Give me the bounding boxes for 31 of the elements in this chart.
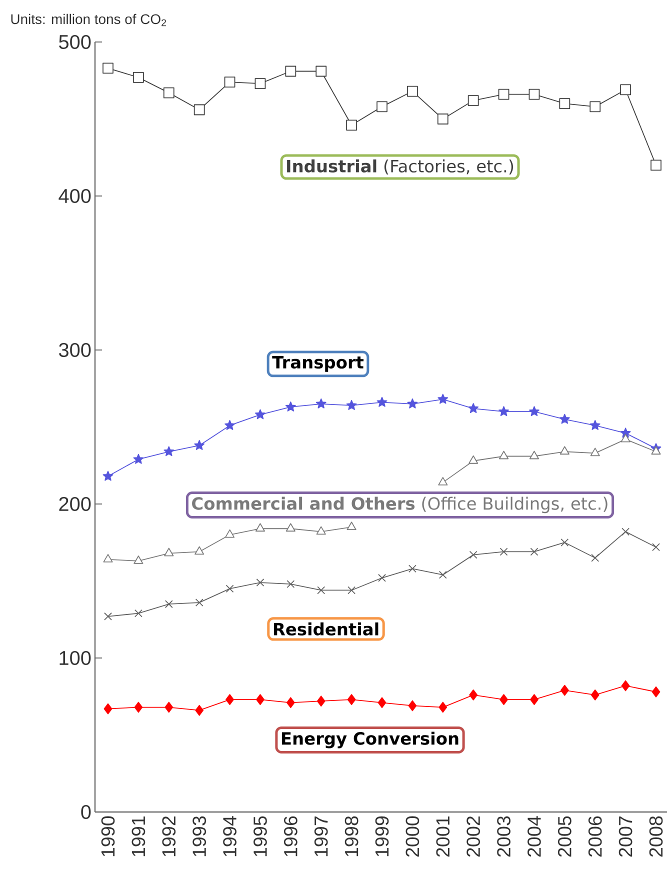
x-tick-label: 1991 <box>132 816 146 856</box>
x-tick-label: 1996 <box>284 816 298 856</box>
y-tick-label: 100 <box>60 650 91 666</box>
x-tick-label: 2000 <box>406 816 420 857</box>
text: Industrial (Factories, etc.) <box>287 159 514 175</box>
y-tick-label: 0 <box>81 804 91 820</box>
text: Commercial and Others (Office Buildings, etc.) <box>192 496 608 514</box>
y-tick-label: 200 <box>59 496 91 512</box>
x-tick-label: 2001 <box>436 816 450 857</box>
text: Residential <box>274 622 378 636</box>
series-label: Transport <box>272 356 364 372</box>
y-tick-label: 300 <box>59 342 91 358</box>
y-axis-title: Units: million tons of CO$_{2}$ <box>11 14 166 26</box>
x-tick-label: 1998 <box>344 816 358 856</box>
series-label: Energy Conversion <box>282 732 458 748</box>
y-tick-label: 500 <box>59 34 91 50</box>
x-tick-label: 1992 <box>162 816 176 856</box>
x-tick-label: 2008 <box>649 816 663 857</box>
x-tick-label: 1993 <box>192 816 206 856</box>
x-tick-label: 1994 <box>223 816 236 856</box>
x-tick-label: 2006 <box>588 816 602 857</box>
x-tick-label: 1990 <box>101 816 115 856</box>
x-tick-label: 2007 <box>618 816 632 857</box>
x-tick-label: 1997 <box>314 816 328 856</box>
x-tick-label: 2005 <box>558 816 572 857</box>
y-tick-label: 400 <box>58 188 91 204</box>
x-tick-label: 2002 <box>466 816 480 857</box>
x-tick-label: 2003 <box>497 816 510 857</box>
x-tick-label: 1999 <box>375 816 389 856</box>
x-tick-label: 2004 <box>528 816 541 857</box>
x-tick-label: 1995 <box>254 816 267 856</box>
